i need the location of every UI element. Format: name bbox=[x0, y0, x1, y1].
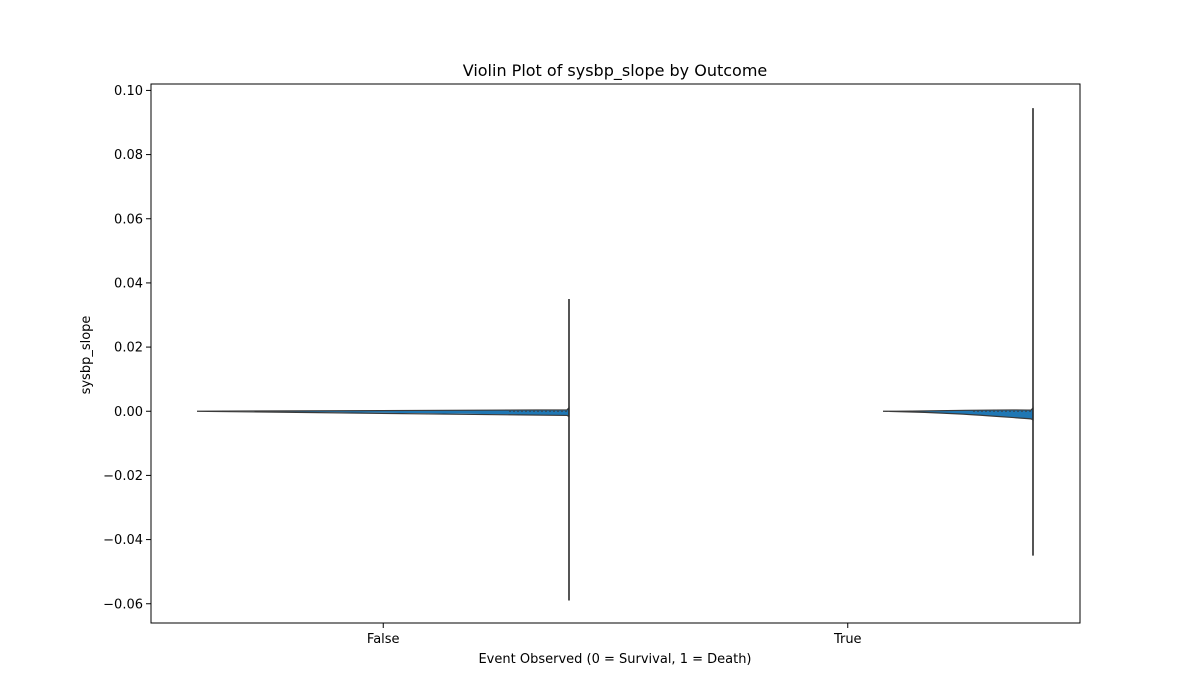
x-axis-title: Event Observed (0 = Survival, 1 = Death) bbox=[478, 652, 751, 667]
x-tick-label: False bbox=[367, 632, 400, 647]
x-tick-label: True bbox=[833, 632, 862, 647]
y-tick-label: 0.04 bbox=[114, 276, 143, 291]
plot-area bbox=[196, 108, 1034, 601]
plot-frame bbox=[150, 83, 1081, 624]
y-tick-label: −0.04 bbox=[103, 533, 143, 548]
violin-false bbox=[196, 298, 570, 601]
x-axis: False True bbox=[367, 623, 862, 647]
y-tick-label: 0.06 bbox=[114, 212, 143, 227]
chart-title: Violin Plot of sysbp_slope by Outcome bbox=[463, 61, 768, 81]
y-tick-label: 0.10 bbox=[114, 84, 143, 99]
y-tick-label: −0.06 bbox=[103, 597, 143, 612]
y-axis-title: sysbp_slope bbox=[79, 316, 94, 395]
y-tick-label: 0.00 bbox=[114, 405, 143, 420]
violin-true bbox=[882, 108, 1034, 556]
y-tick-label: 0.08 bbox=[114, 148, 143, 163]
y-axis: 0.10 0.08 0.06 0.04 0.02 0.00 −0.02 −0.04 −0.06 bbox=[103, 84, 151, 612]
violin-body bbox=[196, 406, 570, 418]
y-tick-label: 0.02 bbox=[114, 341, 143, 356]
y-tick-label: −0.02 bbox=[103, 469, 143, 484]
violin-body bbox=[882, 406, 1034, 421]
